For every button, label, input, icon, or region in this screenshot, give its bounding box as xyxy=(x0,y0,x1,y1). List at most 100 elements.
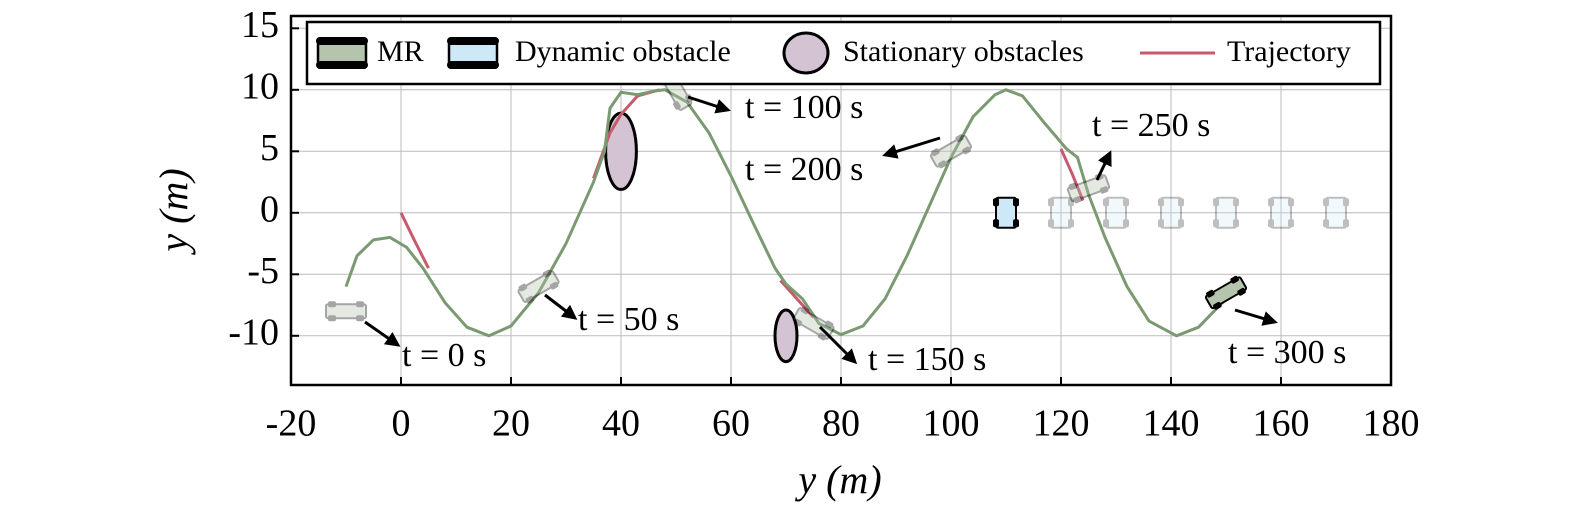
mr-wheel xyxy=(1206,289,1215,298)
mr-wheel xyxy=(328,301,336,308)
mr xyxy=(517,269,560,304)
dynamic-obstacle-body xyxy=(995,196,1017,229)
mr-wheel xyxy=(962,146,971,155)
annotation-arrow xyxy=(882,136,941,159)
stationary-obstacle xyxy=(604,111,638,191)
dynamic-obstacle-wheel xyxy=(1213,198,1219,207)
y-tick-label: -5 xyxy=(247,250,279,292)
dynamic-obstacle xyxy=(1048,196,1074,229)
stationary-obstacle xyxy=(773,308,799,364)
annotation-arrow xyxy=(687,95,731,114)
series-line xyxy=(399,88,1085,319)
legend-mr-icon xyxy=(316,37,368,69)
x-tick-label: 140 xyxy=(1143,403,1200,445)
mr-wheel xyxy=(1230,275,1239,284)
mr-body xyxy=(1204,276,1248,310)
mr-body xyxy=(929,134,973,168)
dynamic-obstacle-wheel xyxy=(1048,219,1054,228)
dynamic-obstacle-wheel xyxy=(1123,198,1129,207)
dynamic-obstacle-wheel xyxy=(1013,219,1019,228)
legend-label: Trajectory xyxy=(1227,35,1351,68)
y-tick-label: -10 xyxy=(228,312,279,354)
x-tick-label: 40 xyxy=(602,403,640,445)
mr-wheel xyxy=(793,318,803,327)
mr-wheel xyxy=(1073,195,1082,204)
mr-wheel xyxy=(955,134,964,143)
dynamic-obstacle-wheel xyxy=(1233,198,1239,207)
dynamic-obstacle-body xyxy=(1215,196,1237,229)
legend-dynamic-icon-wheel xyxy=(447,37,499,45)
legend-dynamic-icon-wheel xyxy=(447,61,499,69)
annotation: t = 0 s xyxy=(402,337,486,374)
mr-wheel xyxy=(542,269,552,278)
x-tick-label: 120 xyxy=(1033,403,1090,445)
legend-label: Stationary obstacles xyxy=(843,35,1084,68)
mr-wheel xyxy=(938,160,947,169)
dynamic-obstacle-wheel xyxy=(1213,219,1219,228)
plot-area xyxy=(325,68,1349,364)
x-tick-label: 100 xyxy=(923,403,980,445)
x-tick-label: 60 xyxy=(712,403,750,445)
x-tick-label: 80 xyxy=(822,403,860,445)
dynamic-obstacle xyxy=(993,196,1019,229)
legend-dynamic-icon xyxy=(447,37,499,69)
dynamic-obstacle-body xyxy=(1270,196,1292,229)
annotation: t = 250 s xyxy=(1092,107,1210,144)
mr-wheel xyxy=(549,281,559,290)
dynamic-obstacle-body xyxy=(1050,196,1072,229)
mr-wheel xyxy=(673,101,681,110)
dynamic-obstacle-wheel xyxy=(1013,198,1019,207)
annotation: t = 300 s xyxy=(1228,334,1346,371)
legend-label: Dynamic obstacle xyxy=(515,35,731,68)
dynamic-obstacle-wheel xyxy=(1268,219,1274,228)
y-tick-label: 5 xyxy=(260,127,279,169)
dynamic-obstacle-wheel xyxy=(1068,219,1074,228)
annotation: t = 150 s xyxy=(868,341,986,378)
annotation-arrow xyxy=(1234,308,1278,326)
dynamic-obstacle-wheel xyxy=(1178,198,1184,207)
mr-wheel xyxy=(1237,287,1246,296)
dynamic-obstacle-wheel xyxy=(1268,198,1274,207)
mr-wheel xyxy=(1213,301,1222,310)
y-tick-label: 15 xyxy=(241,4,279,46)
dynamic-obstacle xyxy=(1213,196,1239,229)
dynamic-obstacle-wheel xyxy=(1103,219,1109,228)
dynamic-obstacle-body xyxy=(1325,196,1347,229)
legend-label: MR xyxy=(377,35,424,68)
series-line xyxy=(344,88,1228,338)
legend-mr-icon-wheel xyxy=(316,37,368,45)
annotation: t = 50 s xyxy=(578,301,679,338)
dynamic-obstacle-wheel xyxy=(1158,198,1164,207)
dynamic-obstacle-body xyxy=(1160,196,1182,229)
dynamic-obstacle-body xyxy=(1105,196,1127,229)
annotation: t = 200 s xyxy=(745,151,863,188)
legend-stationary-icon xyxy=(782,31,830,75)
annotation-arrow xyxy=(818,325,858,365)
dynamic-obstacle-wheel xyxy=(1288,198,1294,207)
mr-wheel xyxy=(356,315,364,322)
x-tick-label: 20 xyxy=(492,403,530,445)
dynamic-obstacle-wheel xyxy=(1233,219,1239,228)
mr-body xyxy=(517,270,560,303)
dynamic-obstacle-wheel xyxy=(1158,219,1164,228)
x-axis-label: y (m) xyxy=(794,457,881,502)
dynamic-obstacle xyxy=(1158,196,1184,229)
dynamic-obstacle-wheel xyxy=(1178,219,1184,228)
legend-mr-icon-wheel xyxy=(316,61,368,69)
dynamic-obstacle-wheel xyxy=(1103,198,1109,207)
y-tick-label: 0 xyxy=(260,189,279,231)
x-tick-label: 180 xyxy=(1363,403,1420,445)
dynamic-obstacle xyxy=(1323,196,1349,229)
annotation-arrow xyxy=(1095,150,1112,181)
dynamic-obstacle-wheel xyxy=(1123,219,1129,228)
x-tick-label: 160 xyxy=(1253,403,1310,445)
dynamic-obstacle-wheel xyxy=(1048,198,1054,207)
y-axis-label: y (m) xyxy=(151,168,196,255)
mr-wheel xyxy=(800,306,810,315)
mr-wheel xyxy=(817,332,827,341)
mr-body xyxy=(1066,174,1111,203)
dynamic-obstacle-wheel xyxy=(993,219,999,228)
dynamic-obstacle-wheel xyxy=(1068,198,1074,207)
x-tick-label: -20 xyxy=(266,403,317,445)
